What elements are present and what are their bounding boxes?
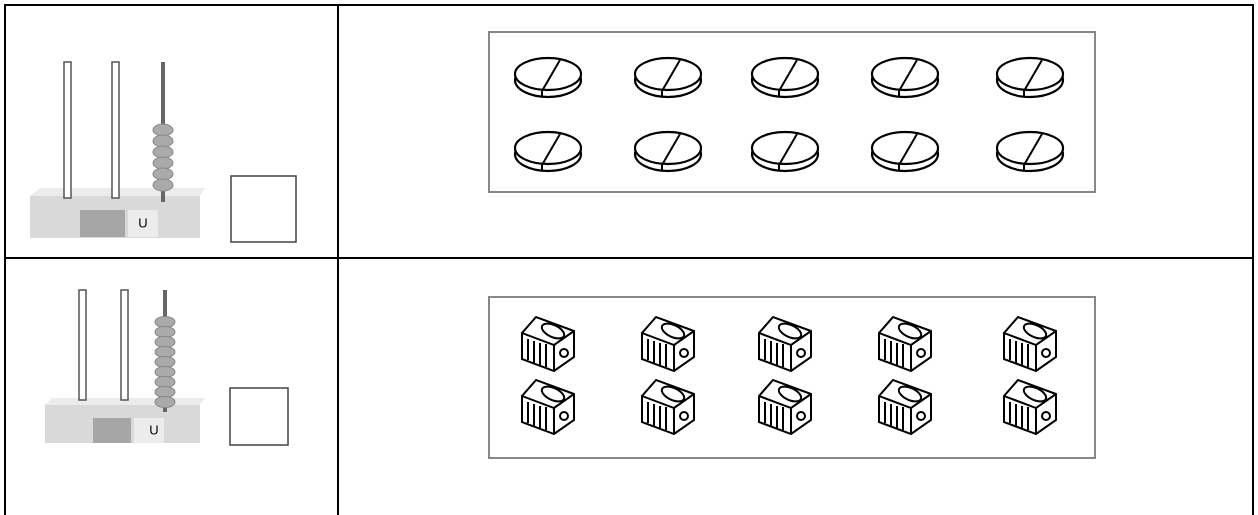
eraser: [995, 130, 1065, 173]
eraser: [633, 56, 703, 99]
unit-label: U: [138, 215, 147, 230]
eraser: [513, 56, 583, 99]
eraser: [633, 130, 703, 173]
bead: [154, 386, 176, 398]
bead: [154, 356, 176, 368]
answer-box[interactable]: [230, 175, 297, 243]
eraser: [513, 130, 583, 173]
eraser: [995, 56, 1065, 99]
eraser: [870, 56, 940, 99]
abacus: U: [45, 289, 205, 443]
bead: [154, 346, 176, 358]
answer-box[interactable]: [229, 387, 289, 446]
bead: [154, 396, 176, 408]
bead: [154, 336, 176, 348]
eraser: [750, 130, 820, 173]
bead: [154, 366, 176, 378]
unit-label: U: [149, 422, 158, 437]
abacus: U: [30, 61, 205, 238]
bead: [154, 326, 176, 338]
eraser: [870, 130, 940, 173]
bead: [154, 376, 176, 388]
eraser: [750, 56, 820, 99]
bead: [154, 316, 176, 328]
table-border: [4, 4, 1254, 515]
